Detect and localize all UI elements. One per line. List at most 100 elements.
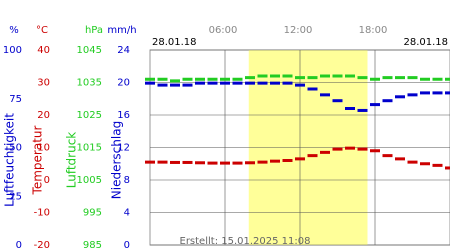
data-point xyxy=(445,91,450,95)
data-point xyxy=(420,77,430,81)
data-point xyxy=(320,150,330,154)
axis-unit: mm/h xyxy=(107,25,136,36)
data-point xyxy=(220,77,230,81)
y-tick-label: 24 xyxy=(117,45,130,56)
data-point xyxy=(170,83,180,87)
y-tick-label: 75 xyxy=(9,94,22,105)
y-tick-label: 1005 xyxy=(77,175,102,186)
data-point xyxy=(270,74,280,78)
y-tick-label: 995 xyxy=(83,208,102,219)
data-point xyxy=(170,79,180,83)
data-point xyxy=(345,146,355,150)
y-tick-label: 20 xyxy=(37,110,50,121)
data-point xyxy=(320,74,330,78)
data-point xyxy=(320,93,330,97)
data-point xyxy=(345,107,355,110)
data-point xyxy=(332,74,343,78)
data-point xyxy=(207,81,218,85)
data-point xyxy=(245,81,255,85)
x-tick-label: 06:00 xyxy=(209,25,238,36)
data-point xyxy=(395,76,405,80)
x-tick-label: 12:00 xyxy=(284,25,313,36)
data-point xyxy=(257,160,268,164)
data-point xyxy=(245,76,255,80)
data-point xyxy=(382,99,393,103)
data-point xyxy=(395,95,405,99)
data-point xyxy=(257,74,268,78)
y-tick-label: 10 xyxy=(37,143,50,154)
y-tick-label: 0 xyxy=(16,240,22,250)
y-tick-label: 50 xyxy=(9,143,22,154)
data-point xyxy=(420,91,430,95)
data-point xyxy=(370,149,380,153)
data-point xyxy=(270,159,280,163)
y-tick-label: 1015 xyxy=(77,143,102,154)
data-point xyxy=(257,81,268,85)
data-point xyxy=(220,161,230,165)
data-point xyxy=(145,77,155,81)
data-point xyxy=(407,160,418,164)
date-left: 28.01.18 xyxy=(152,37,197,48)
y-tick-label: 8 xyxy=(124,175,130,186)
axis-unit: % xyxy=(9,25,19,36)
y-tick-label: 0 xyxy=(44,175,50,186)
data-point xyxy=(407,76,418,80)
data-point xyxy=(332,147,343,151)
axis-label: Temperatur xyxy=(31,125,45,195)
y-tick-label: 100 xyxy=(3,45,22,56)
data-point xyxy=(157,160,168,164)
data-point xyxy=(420,162,430,166)
data-point xyxy=(220,81,230,85)
axis-label: Niederschlag xyxy=(110,121,124,199)
data-point xyxy=(270,81,280,85)
axis-label: Luftfeuchtigkeit xyxy=(3,113,17,207)
data-point xyxy=(295,76,305,80)
data-point xyxy=(282,81,293,85)
data-point xyxy=(182,160,193,164)
data-point xyxy=(232,161,243,165)
data-point xyxy=(295,157,305,161)
data-point xyxy=(207,161,218,165)
axis-label: Luftdruck xyxy=(65,132,79,189)
data-point xyxy=(382,76,393,80)
y-tick-label: -20 xyxy=(34,240,50,250)
data-point xyxy=(432,77,443,81)
y-tick-label: 4 xyxy=(124,208,130,219)
data-point xyxy=(195,161,205,165)
axis-unit: °C xyxy=(36,25,48,36)
y-tick-label: 12 xyxy=(117,143,130,154)
data-point xyxy=(207,77,218,81)
data-point xyxy=(245,161,255,165)
x-tick-label: 18:00 xyxy=(359,25,388,36)
data-point xyxy=(282,159,293,162)
y-tick-label: 16 xyxy=(117,110,130,121)
data-point xyxy=(382,154,393,158)
axis-unit: hPa xyxy=(85,25,103,36)
data-point xyxy=(432,163,443,167)
data-point xyxy=(395,157,405,161)
data-point xyxy=(357,76,368,80)
data-point xyxy=(295,83,305,87)
data-point xyxy=(345,74,355,78)
y-tick-label: 20 xyxy=(117,78,130,89)
data-point xyxy=(432,91,443,95)
credit: Erstellt: 15.01.2025 11:08 xyxy=(180,236,311,247)
data-point xyxy=(232,77,243,81)
y-tick-label: 25 xyxy=(9,191,22,202)
data-point xyxy=(357,147,368,151)
data-point xyxy=(157,83,168,87)
data-point xyxy=(157,77,168,81)
y-tick-label: 1025 xyxy=(77,110,102,121)
data-point xyxy=(307,154,318,158)
data-point xyxy=(170,160,180,164)
y-tick-label: 0 xyxy=(124,240,130,250)
data-point xyxy=(370,103,380,107)
y-tick-label: 1035 xyxy=(77,78,102,89)
data-point xyxy=(145,160,155,164)
data-point xyxy=(307,76,318,80)
data-point xyxy=(332,99,343,103)
data-point xyxy=(182,77,193,81)
y-tick-label: 1045 xyxy=(77,45,102,56)
data-point xyxy=(232,81,243,85)
